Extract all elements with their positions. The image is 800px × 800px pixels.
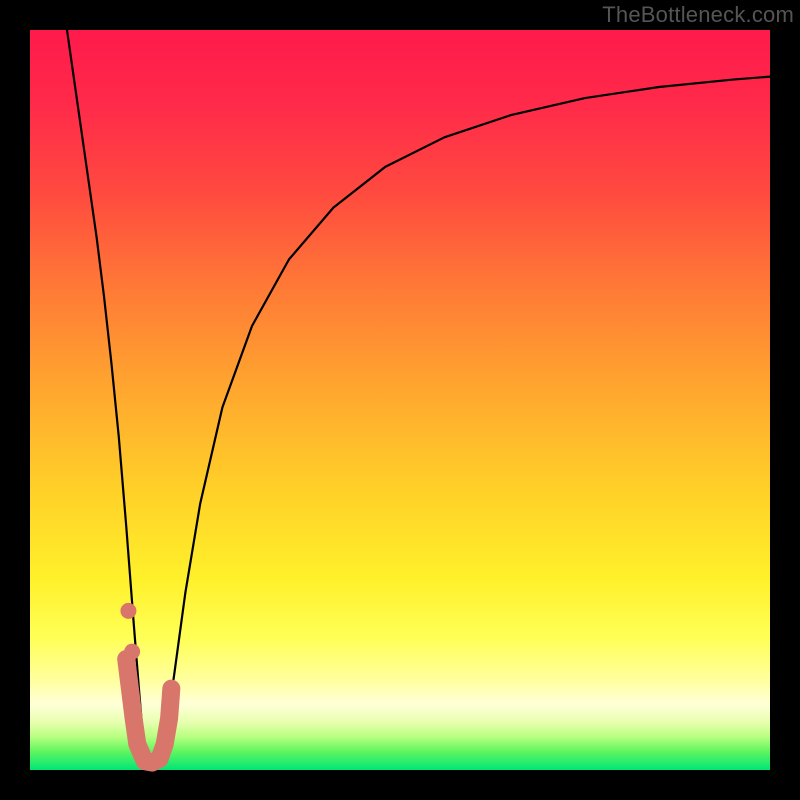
marker-dot bbox=[120, 603, 136, 619]
bottleneck-chart bbox=[0, 0, 800, 800]
chart-container: TheBottleneck.com bbox=[0, 0, 800, 800]
watermark-text: TheBottleneck.com bbox=[602, 2, 794, 28]
marker-dot bbox=[124, 644, 140, 660]
